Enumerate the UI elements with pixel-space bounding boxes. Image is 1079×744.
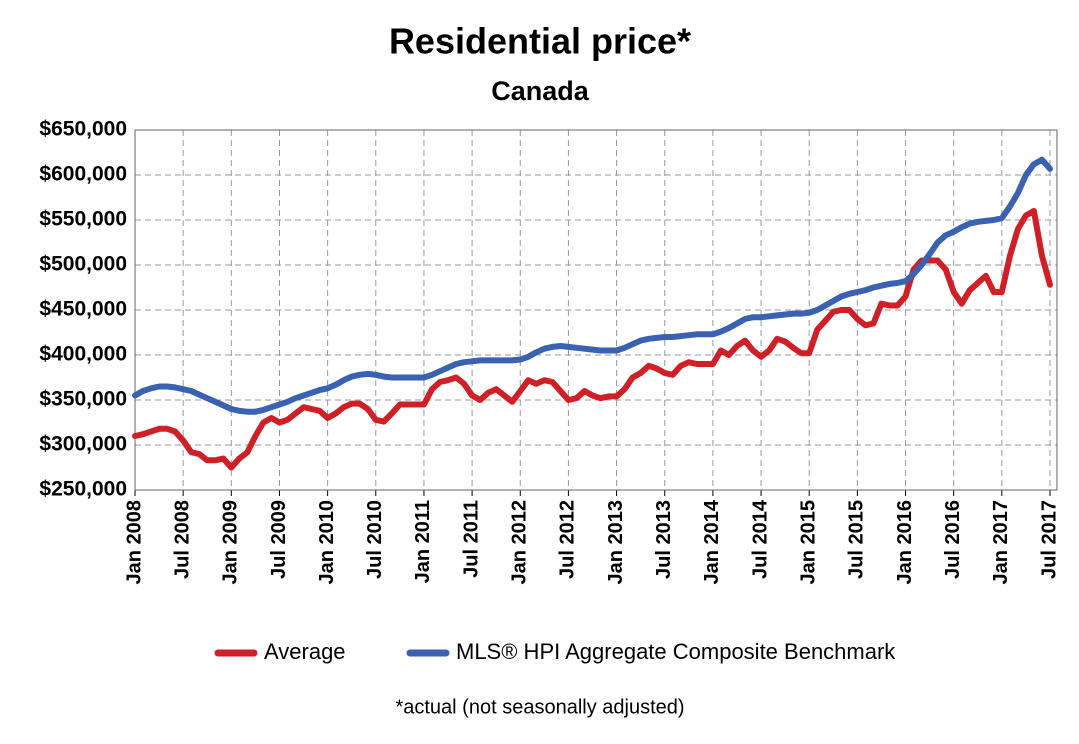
- x-tick-label: Jan 2014: [701, 499, 723, 584]
- x-tick-label: Jan 2016: [894, 500, 916, 585]
- x-tick-label: Jan 2012: [509, 500, 531, 585]
- x-tick-label: Jul 2017: [1038, 500, 1060, 579]
- x-tick-label: Jul 2010: [364, 500, 386, 579]
- legend-label: MLS® HPI Aggregate Composite Benchmark: [456, 639, 896, 664]
- legend-label: Average: [264, 639, 346, 664]
- x-tick-label: Jul 2014: [749, 499, 771, 579]
- y-tick-label: $400,000: [39, 343, 127, 366]
- y-tick-label: $550,000: [39, 208, 127, 231]
- x-tick-label: Jan 2008: [123, 500, 145, 585]
- series-line: [132, 208, 1053, 471]
- x-tick-label: Jan 2017: [990, 500, 1012, 585]
- y-tick-label: $450,000: [39, 298, 127, 321]
- footnote: *actual (not seasonally adjusted): [395, 696, 684, 718]
- series-line: [132, 156, 1053, 415]
- y-tick-label: $500,000: [39, 253, 127, 276]
- x-tick-label: Jul 2012: [557, 500, 579, 579]
- chart-subtitle: Canada: [491, 76, 590, 106]
- chart-title: Residential price*: [389, 21, 691, 62]
- y-tick-label: $600,000: [39, 163, 127, 186]
- x-tick-label: Jan 2013: [605, 500, 627, 585]
- plot-frame: [134, 129, 1058, 491]
- x-tick-label: Jul 2013: [653, 500, 675, 579]
- y-tick-label: $350,000: [39, 388, 127, 411]
- y-tick-label: $250,000: [39, 478, 127, 501]
- y-tick-label: $300,000: [39, 433, 127, 456]
- x-tick-label: Jul 2016: [942, 500, 964, 579]
- x-tick-label: Jul 2009: [268, 500, 290, 579]
- x-tick-label: Jul 2015: [846, 500, 868, 579]
- x-tick-label: Jan 2015: [797, 500, 819, 585]
- x-tick-label: Jan 2010: [316, 500, 338, 585]
- x-tick-label: Jul 2011: [460, 500, 482, 578]
- x-tick-label: Jan 2009: [220, 500, 242, 585]
- y-tick-label: $650,000: [39, 118, 127, 141]
- x-tick-label: Jan 2011: [412, 500, 434, 583]
- x-tick-label: Jul 2008: [171, 500, 193, 579]
